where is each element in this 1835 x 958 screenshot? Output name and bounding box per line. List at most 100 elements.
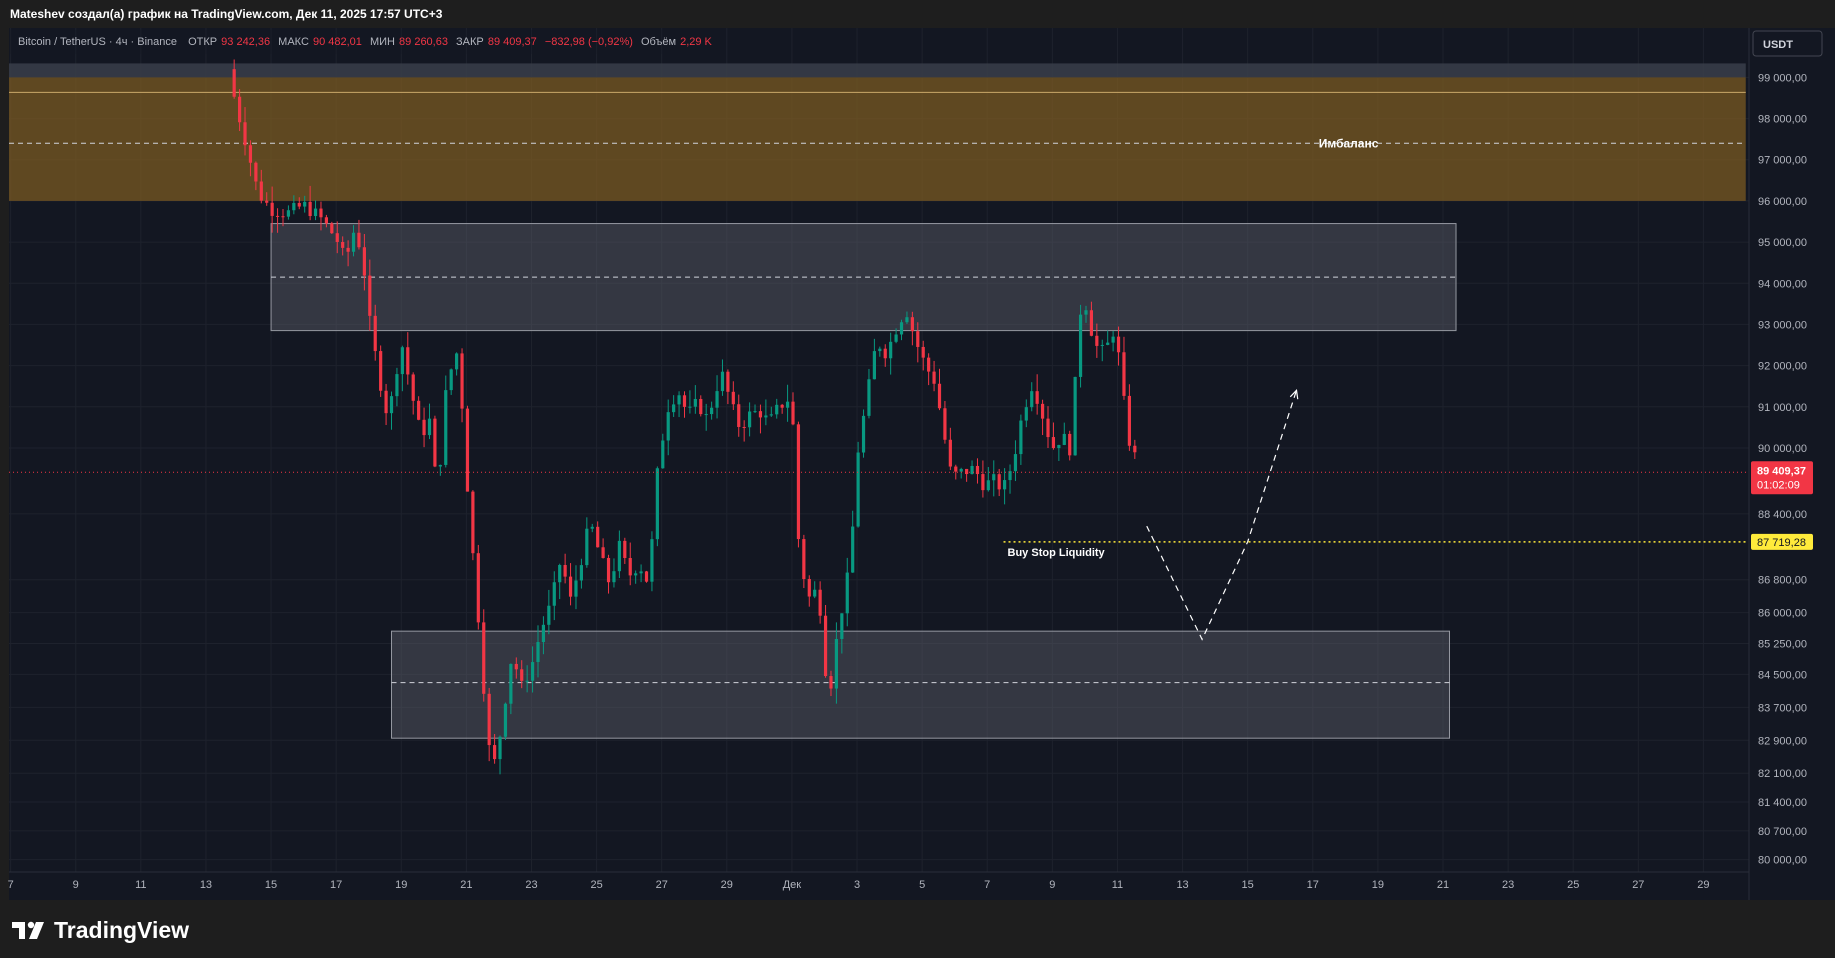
candle-body (498, 736, 502, 760)
candle-body (655, 468, 659, 540)
candle-body (492, 745, 497, 760)
candle-body (596, 526, 600, 548)
candle-body (503, 703, 508, 737)
candle-body (731, 391, 735, 405)
candle-body (460, 353, 464, 409)
candle-body (628, 558, 632, 576)
time-tick-label: 17 (330, 879, 342, 891)
candle-body (965, 468, 969, 475)
time-axis[interactable]: 7 9 11 13 15 17 19 21 23 25 27 29 Дек 3 5 7 9 11 13 15 17 19 2… (8, 879, 1710, 891)
candle-body (921, 346, 925, 358)
current-price-badge (1751, 461, 1813, 495)
price-tick-label: 95 000,00 (1758, 237, 1807, 249)
candle-body (715, 391, 719, 408)
candle-body (623, 540, 627, 559)
candle-body (682, 395, 687, 407)
time-tick-label: 11 (1112, 879, 1123, 891)
candle-body (384, 390, 388, 414)
legend-close-value: 89 409,37 (488, 36, 537, 48)
candle-body (292, 202, 296, 211)
candle-body (427, 418, 432, 436)
candle-body (1046, 418, 1050, 438)
candle-body (536, 642, 540, 663)
candle-body (704, 414, 708, 416)
candle-body (1084, 310, 1088, 315)
candle-body (1078, 314, 1083, 377)
chart-legend: Bitcoin / TetherUS · 4ч · Binance ОТКР 9… (18, 36, 713, 48)
candle-body (362, 247, 366, 276)
candle-body (823, 615, 828, 677)
candle-body (1111, 336, 1115, 343)
candle-body (829, 676, 833, 689)
time-tick-label: 13 (1176, 879, 1188, 891)
candle-body (1035, 391, 1039, 404)
currency-button[interactable] (1752, 30, 1823, 57)
candle-body (943, 408, 947, 440)
candle-body (1133, 445, 1137, 453)
candle-body (981, 474, 985, 491)
imbalance-zone (9, 77, 1746, 201)
candle-body (351, 232, 356, 252)
candle-body (867, 379, 871, 416)
projection-path (1146, 390, 1298, 641)
candle-body (487, 693, 491, 746)
candle-body (1030, 391, 1034, 408)
candle-body (975, 465, 980, 475)
liquidity-price-badge (1751, 533, 1813, 550)
candle-body (400, 347, 404, 375)
candle-body (688, 406, 692, 408)
candles-layer (232, 59, 1137, 775)
candle-body (894, 334, 898, 342)
time-tick-label: 25 (590, 879, 602, 891)
tradingview-logo[interactable]: TradingView (12, 916, 189, 944)
candle-body (433, 418, 437, 467)
candle-body (878, 348, 882, 352)
time-tick-label: 17 (1307, 879, 1319, 891)
candle-body (1024, 407, 1028, 421)
lower-demand-zone (391, 630, 1451, 739)
candle-body (1051, 437, 1056, 449)
candle-body (373, 315, 377, 352)
candle-body (232, 69, 236, 97)
candle-body (1073, 376, 1077, 456)
candle-body (845, 572, 849, 614)
time-tick-label: Дек (783, 879, 802, 891)
candle-body (639, 571, 643, 574)
imbalance-zone-top-band (9, 63, 1746, 78)
candle-body (237, 96, 242, 123)
price-tick-label: 96 000,00 (1758, 196, 1807, 208)
candle-countdown: 01:02:09 (1757, 479, 1800, 491)
price-tick-label: 94 000,00 (1758, 278, 1807, 290)
time-tick-label: 7 (984, 879, 990, 891)
candle-body (270, 202, 274, 216)
candle-body (286, 210, 291, 217)
time-tick-label: 9 (73, 879, 79, 891)
candle-body (677, 395, 681, 405)
candle-body (1127, 395, 1131, 446)
candle-body (476, 553, 480, 623)
price-tick-label: 92 000,00 (1758, 361, 1807, 373)
candle-body (1095, 335, 1099, 346)
candle-body (1089, 310, 1094, 336)
currency-button-label: USDT (1763, 39, 1793, 51)
candle-body (856, 452, 860, 527)
price-tick-label: 88 400,00 (1758, 509, 1807, 521)
candle-body (1116, 336, 1121, 353)
candle-body (661, 440, 665, 469)
liquidity-price-value: 87 719,28 (1757, 537, 1806, 549)
candle-body (672, 404, 676, 413)
candle-body (530, 662, 535, 681)
candle-body (753, 411, 757, 413)
time-tick-label: 27 (1632, 879, 1644, 891)
candle-body (872, 351, 876, 380)
candle-body (932, 371, 936, 384)
candle-body (335, 233, 339, 242)
time-tick-label: 21 (460, 879, 472, 891)
candle-body (937, 383, 942, 409)
time-tick-label: 29 (1697, 879, 1709, 891)
candle-body (243, 122, 247, 146)
candle-body (368, 275, 372, 316)
candle-body (444, 390, 448, 465)
upper-supply-zone (270, 223, 1457, 332)
